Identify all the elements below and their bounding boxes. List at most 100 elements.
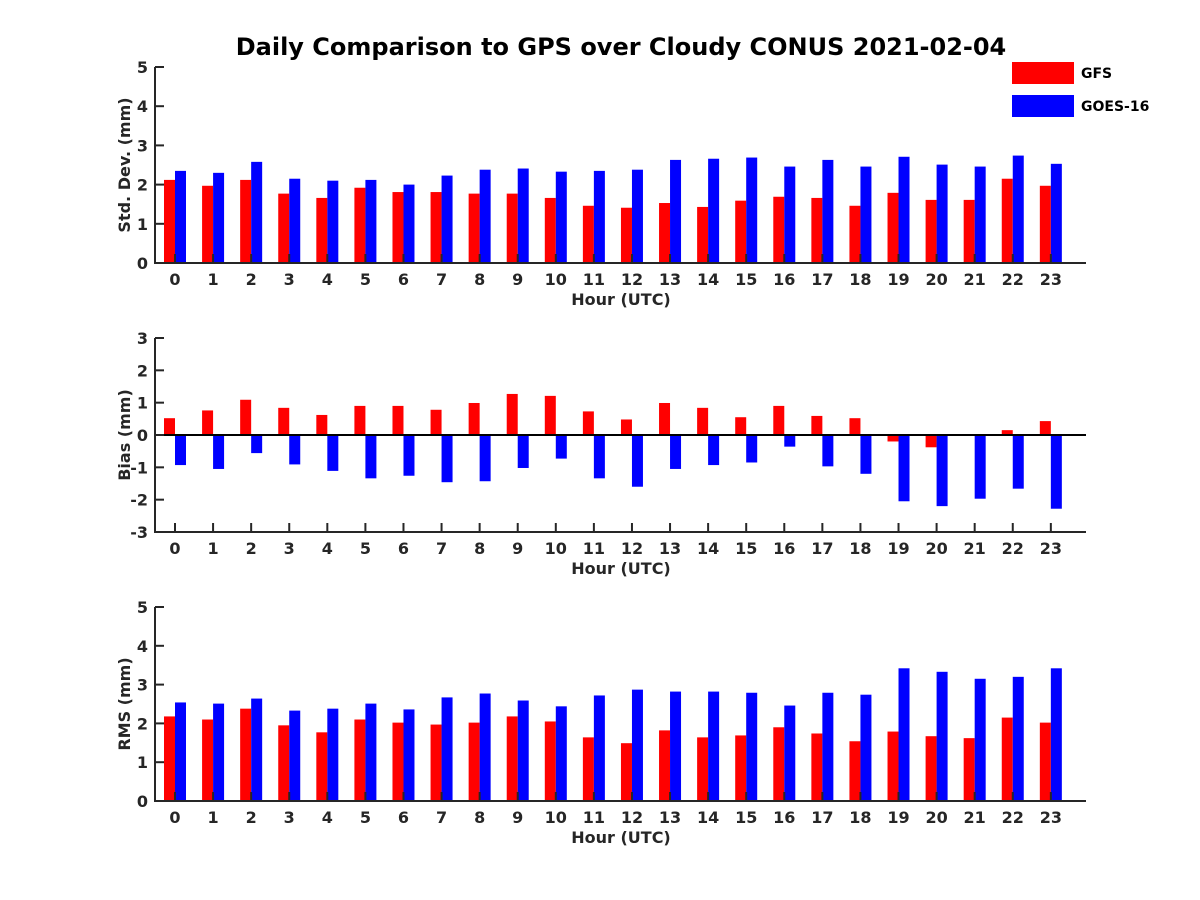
bar-gfs-hour-3 bbox=[278, 193, 290, 263]
bar-gfs-hour-7 bbox=[430, 724, 442, 801]
bar-goes-16-hour-0 bbox=[175, 435, 186, 466]
bar-gfs-hour-6 bbox=[392, 405, 404, 435]
bar-goes-16-hour-11 bbox=[593, 435, 605, 479]
bar-gfs-hour-14 bbox=[697, 737, 709, 801]
x-tick-label: 11 bbox=[583, 808, 605, 827]
bar-goes-16-hour-16 bbox=[784, 705, 796, 801]
x-tick-label: 7 bbox=[436, 808, 447, 827]
x-tick-label: 6 bbox=[398, 270, 409, 289]
bar-goes-16-hour-21 bbox=[974, 166, 986, 263]
chart-title: Daily Comparison to GPS over Cloudy CONU… bbox=[236, 33, 1007, 61]
bar-gfs-hour-1 bbox=[202, 719, 214, 801]
y-tick-label: 1 bbox=[137, 753, 148, 772]
bar-gfs-hour-3 bbox=[278, 725, 290, 801]
x-tick-label: 2 bbox=[246, 808, 257, 827]
bar-gfs-hour-17 bbox=[811, 733, 823, 801]
bar-goes-16-hour-5 bbox=[365, 435, 377, 479]
bar-goes-16-hour-13 bbox=[670, 435, 682, 469]
bar-goes-16-hour-0 bbox=[175, 170, 186, 263]
x-tick-label: 5 bbox=[360, 270, 371, 289]
y-tick-label: 3 bbox=[137, 676, 148, 695]
bar-goes-16-hour-7 bbox=[441, 175, 453, 263]
x-tick-label: 0 bbox=[169, 539, 180, 558]
y-tick-label: 1 bbox=[137, 215, 148, 234]
bar-goes-16-hour-22 bbox=[1012, 435, 1024, 489]
y-tick-label: 3 bbox=[137, 329, 148, 348]
x-tick-label: 13 bbox=[659, 808, 681, 827]
bar-gfs-hour-1 bbox=[202, 410, 214, 435]
bar-gfs-hour-8 bbox=[468, 193, 480, 263]
x-tick-label: 14 bbox=[697, 270, 719, 289]
x-tick-label: 18 bbox=[849, 270, 871, 289]
y-tick-label: -2 bbox=[130, 491, 148, 510]
x-tick-label: 5 bbox=[360, 539, 371, 558]
x-tick-label: 1 bbox=[208, 539, 219, 558]
bar-gfs-hour-22 bbox=[1001, 717, 1013, 801]
bar-gfs-hour-6 bbox=[392, 192, 404, 263]
x-tick-label: 15 bbox=[735, 808, 757, 827]
bar-gfs-hour-2 bbox=[240, 399, 252, 435]
x-tick-label: 11 bbox=[583, 539, 605, 558]
bar-goes-16-hour-10 bbox=[555, 171, 567, 263]
x-tick-label: 1 bbox=[208, 270, 219, 289]
x-tick-label: 7 bbox=[436, 539, 447, 558]
bar-gfs-hour-7 bbox=[430, 409, 442, 435]
x-tick-label: 13 bbox=[659, 539, 681, 558]
bar-gfs-hour-21 bbox=[963, 738, 975, 801]
x-tick-label: 11 bbox=[583, 270, 605, 289]
bar-gfs-hour-1 bbox=[202, 185, 214, 263]
x-tick-label: 12 bbox=[621, 539, 643, 558]
bar-gfs-hour-19 bbox=[887, 731, 899, 801]
x-axis-label: Hour (UTC) bbox=[571, 828, 671, 847]
bar-goes-16-hour-1 bbox=[213, 172, 225, 263]
bar-gfs-hour-13 bbox=[659, 203, 671, 263]
bar-gfs-hour-0 bbox=[164, 716, 175, 801]
x-tick-label: 6 bbox=[398, 539, 409, 558]
bar-goes-16-hour-1 bbox=[213, 435, 225, 469]
bar-gfs-hour-23 bbox=[1039, 722, 1051, 801]
bar-goes-16-hour-0 bbox=[175, 702, 186, 801]
x-tick-label: 12 bbox=[621, 270, 643, 289]
bar-gfs-hour-15 bbox=[735, 200, 747, 263]
x-tick-label: 8 bbox=[474, 270, 485, 289]
bar-gfs-hour-0 bbox=[164, 179, 175, 263]
bar-gfs-hour-5 bbox=[354, 405, 366, 435]
x-tick-label: 3 bbox=[284, 539, 295, 558]
x-tick-label: 21 bbox=[964, 270, 986, 289]
bar-goes-16-hour-5 bbox=[365, 179, 377, 263]
bar-gfs-hour-20 bbox=[925, 435, 937, 448]
bar-gfs-hour-9 bbox=[506, 716, 518, 801]
bar-goes-16-hour-11 bbox=[593, 695, 605, 801]
x-tick-label: 4 bbox=[322, 808, 333, 827]
x-tick-label: 6 bbox=[398, 808, 409, 827]
bar-gfs-hour-17 bbox=[811, 197, 823, 263]
y-axis-label: Bias (mm) bbox=[115, 389, 134, 481]
x-tick-label: 20 bbox=[925, 808, 947, 827]
bar-goes-16-hour-12 bbox=[631, 689, 643, 801]
x-tick-label: 2 bbox=[246, 539, 257, 558]
bar-gfs-hour-21 bbox=[963, 199, 975, 263]
x-tick-label: 18 bbox=[849, 808, 871, 827]
x-tick-label: 22 bbox=[1002, 270, 1024, 289]
x-tick-label: 18 bbox=[849, 539, 871, 558]
y-tick-label: 0 bbox=[137, 426, 148, 445]
bar-gfs-hour-8 bbox=[468, 402, 480, 435]
bar-gfs-hour-22 bbox=[1001, 178, 1013, 263]
y-tick-label: 0 bbox=[137, 254, 148, 273]
bar-gfs-hour-10 bbox=[544, 721, 556, 801]
bar-goes-16-hour-14 bbox=[708, 691, 720, 801]
bar-gfs-hour-0 bbox=[164, 418, 175, 435]
bar-gfs-hour-16 bbox=[773, 727, 785, 801]
bar-gfs-hour-20 bbox=[925, 736, 937, 801]
y-tick-label: 5 bbox=[137, 598, 148, 617]
bar-gfs-hour-11 bbox=[582, 205, 594, 263]
x-tick-label: 5 bbox=[360, 808, 371, 827]
bar-goes-16-hour-15 bbox=[746, 692, 758, 801]
bar-goes-16-hour-14 bbox=[708, 435, 720, 466]
x-tick-label: 21 bbox=[964, 808, 986, 827]
bar-goes-16-hour-2 bbox=[251, 698, 263, 801]
legend-swatch-goes16 bbox=[1012, 95, 1074, 117]
bar-goes-16-hour-20 bbox=[936, 435, 948, 507]
